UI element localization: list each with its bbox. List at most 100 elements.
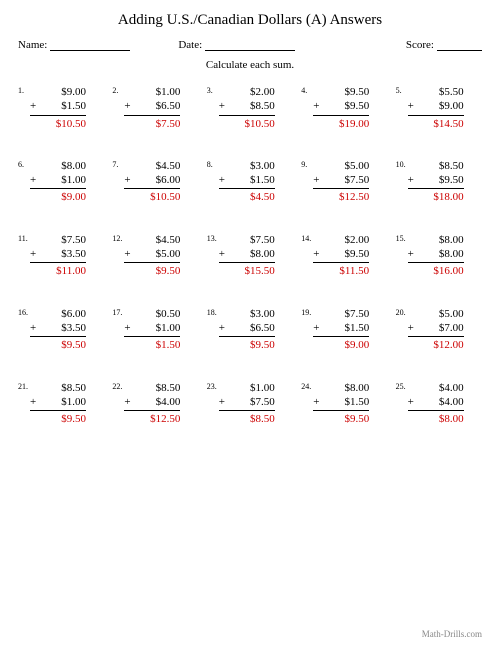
answer: $9.50	[313, 412, 369, 426]
plus-sign: +	[219, 173, 229, 187]
problem: 3.$2.00+$8.50$10.50	[207, 85, 293, 131]
problem-stack: $4.50+$6.00$10.50	[124, 159, 180, 205]
problem-number: 18.	[207, 307, 219, 317]
plus-sign: +	[219, 99, 229, 113]
addend-b-row: + $9.50	[313, 99, 369, 113]
addend-a: $5.50	[408, 85, 464, 99]
score-blank	[437, 40, 482, 51]
addend-b: $1.00	[61, 173, 86, 187]
problem-stack: $8.50+$1.00$9.50	[30, 381, 86, 427]
addend-b: $6.50	[156, 99, 181, 113]
problem-stack: $2.00+$8.50$10.50	[219, 85, 275, 131]
sum-rule	[124, 188, 180, 189]
problem-number: 15.	[396, 233, 408, 243]
problem: 17.$0.50+$1.00$1.50	[112, 307, 198, 353]
addend-b-row: +$7.50	[313, 173, 369, 187]
problem-number: 17.	[112, 307, 124, 317]
answer: $9.50	[219, 338, 275, 352]
problem-number: 7.	[112, 159, 124, 169]
addend-b: $7.50	[344, 173, 369, 187]
name-label: Name:	[18, 39, 47, 51]
plus-sign: +	[313, 395, 323, 409]
addend-a: $5.00	[408, 307, 464, 321]
problem-number: 22.	[112, 381, 124, 391]
problem-number: 4.	[301, 85, 313, 95]
plus-sign: +	[408, 321, 418, 335]
problem-number: 6.	[18, 159, 30, 169]
problem-stack: $8.00+$8.00$16.00	[408, 233, 464, 279]
problem: 21.$8.50+$1.00$9.50	[18, 381, 104, 427]
problem-stack: $8.50+$4.00$12.50	[124, 381, 180, 427]
sum-rule	[408, 115, 464, 116]
addend-b: $1.50	[344, 321, 369, 335]
plus-sign: +	[124, 247, 134, 261]
answer: $18.00	[408, 190, 464, 204]
answer: $9.50	[30, 412, 86, 426]
problem-stack: $8.00+$1.50$9.50	[313, 381, 369, 427]
problem-number: 10.	[396, 159, 408, 169]
sum-rule	[30, 115, 86, 116]
problem-number: 23.	[207, 381, 219, 391]
addend-b: $4.00	[156, 395, 181, 409]
plus-sign: +	[408, 395, 418, 409]
answer: $10.50	[30, 117, 86, 131]
plus-sign: +	[124, 99, 134, 113]
plus-sign: +	[30, 395, 40, 409]
plus-sign: +	[313, 99, 323, 113]
plus-sign: +	[219, 395, 229, 409]
answer: $8.50	[219, 412, 275, 426]
date-field: Date:	[178, 39, 295, 51]
addend-b-row: +$5.00	[124, 247, 180, 261]
problem-number: 11.	[18, 233, 30, 243]
addend-a: $6.00	[30, 307, 86, 321]
answer: $4.50	[219, 190, 275, 204]
footer-text: Math-Drills.com	[422, 629, 482, 639]
addend-b: $1.50	[61, 99, 86, 113]
score-label: Score:	[406, 39, 434, 51]
answer: $16.00	[408, 264, 464, 278]
addend-a: $4.50	[124, 159, 180, 173]
sum-rule	[219, 262, 275, 263]
sum-rule	[124, 410, 180, 411]
problem: 5.$5.50+$9.00$14.50	[396, 85, 482, 131]
name-blank	[50, 40, 130, 51]
addend-a: $1.00	[219, 381, 275, 395]
sum-rule	[313, 410, 369, 411]
addend-b: $9.50	[344, 99, 369, 113]
addend-b-row: +$8.00	[408, 247, 464, 261]
problem-number: 19.	[301, 307, 313, 317]
answer: $1.50	[124, 338, 180, 352]
plus-sign: +	[30, 173, 40, 187]
addend-b-row: +$9.50	[408, 173, 464, 187]
addend-b-row: +$4.00	[124, 395, 180, 409]
answer: $8.00	[408, 412, 464, 426]
problem: 23.$1.00+$7.50$8.50	[207, 381, 293, 427]
problem-number: 20.	[396, 307, 408, 317]
plus-sign: +	[30, 247, 40, 261]
problem-stack: $7.50+$8.00$15.50	[219, 233, 275, 279]
plus-sign: +	[30, 321, 40, 335]
plus-sign: +	[30, 99, 40, 113]
sum-rule	[30, 188, 86, 189]
addend-b: $6.50	[250, 321, 275, 335]
addend-b-row: +$8.00	[219, 247, 275, 261]
answer: $7.50	[124, 117, 180, 131]
addend-b-row: + $1.50	[219, 173, 275, 187]
plus-sign: +	[124, 173, 134, 187]
answer: $9.00	[313, 338, 369, 352]
addend-b: $4.00	[439, 395, 464, 409]
plus-sign: +	[219, 321, 229, 335]
problem-stack: $7.50+$3.50$11.00	[30, 233, 86, 279]
sum-rule	[408, 188, 464, 189]
addend-b: $9.50	[344, 247, 369, 261]
answer: $11.00	[30, 264, 86, 278]
addend-a: $3.00	[219, 307, 275, 321]
sum-rule	[124, 262, 180, 263]
addend-b-row: +$9.50	[313, 247, 369, 261]
addend-a: $4.50	[124, 233, 180, 247]
problem-stack: $0.50+$1.00$1.50	[124, 307, 180, 353]
addend-b: $1.50	[250, 173, 275, 187]
problem: 24.$8.00+$1.50$9.50	[301, 381, 387, 427]
problem: 8.$3.00+$1.50$4.50	[207, 159, 293, 205]
problem: 12.$4.50+$5.00$9.50	[112, 233, 198, 279]
